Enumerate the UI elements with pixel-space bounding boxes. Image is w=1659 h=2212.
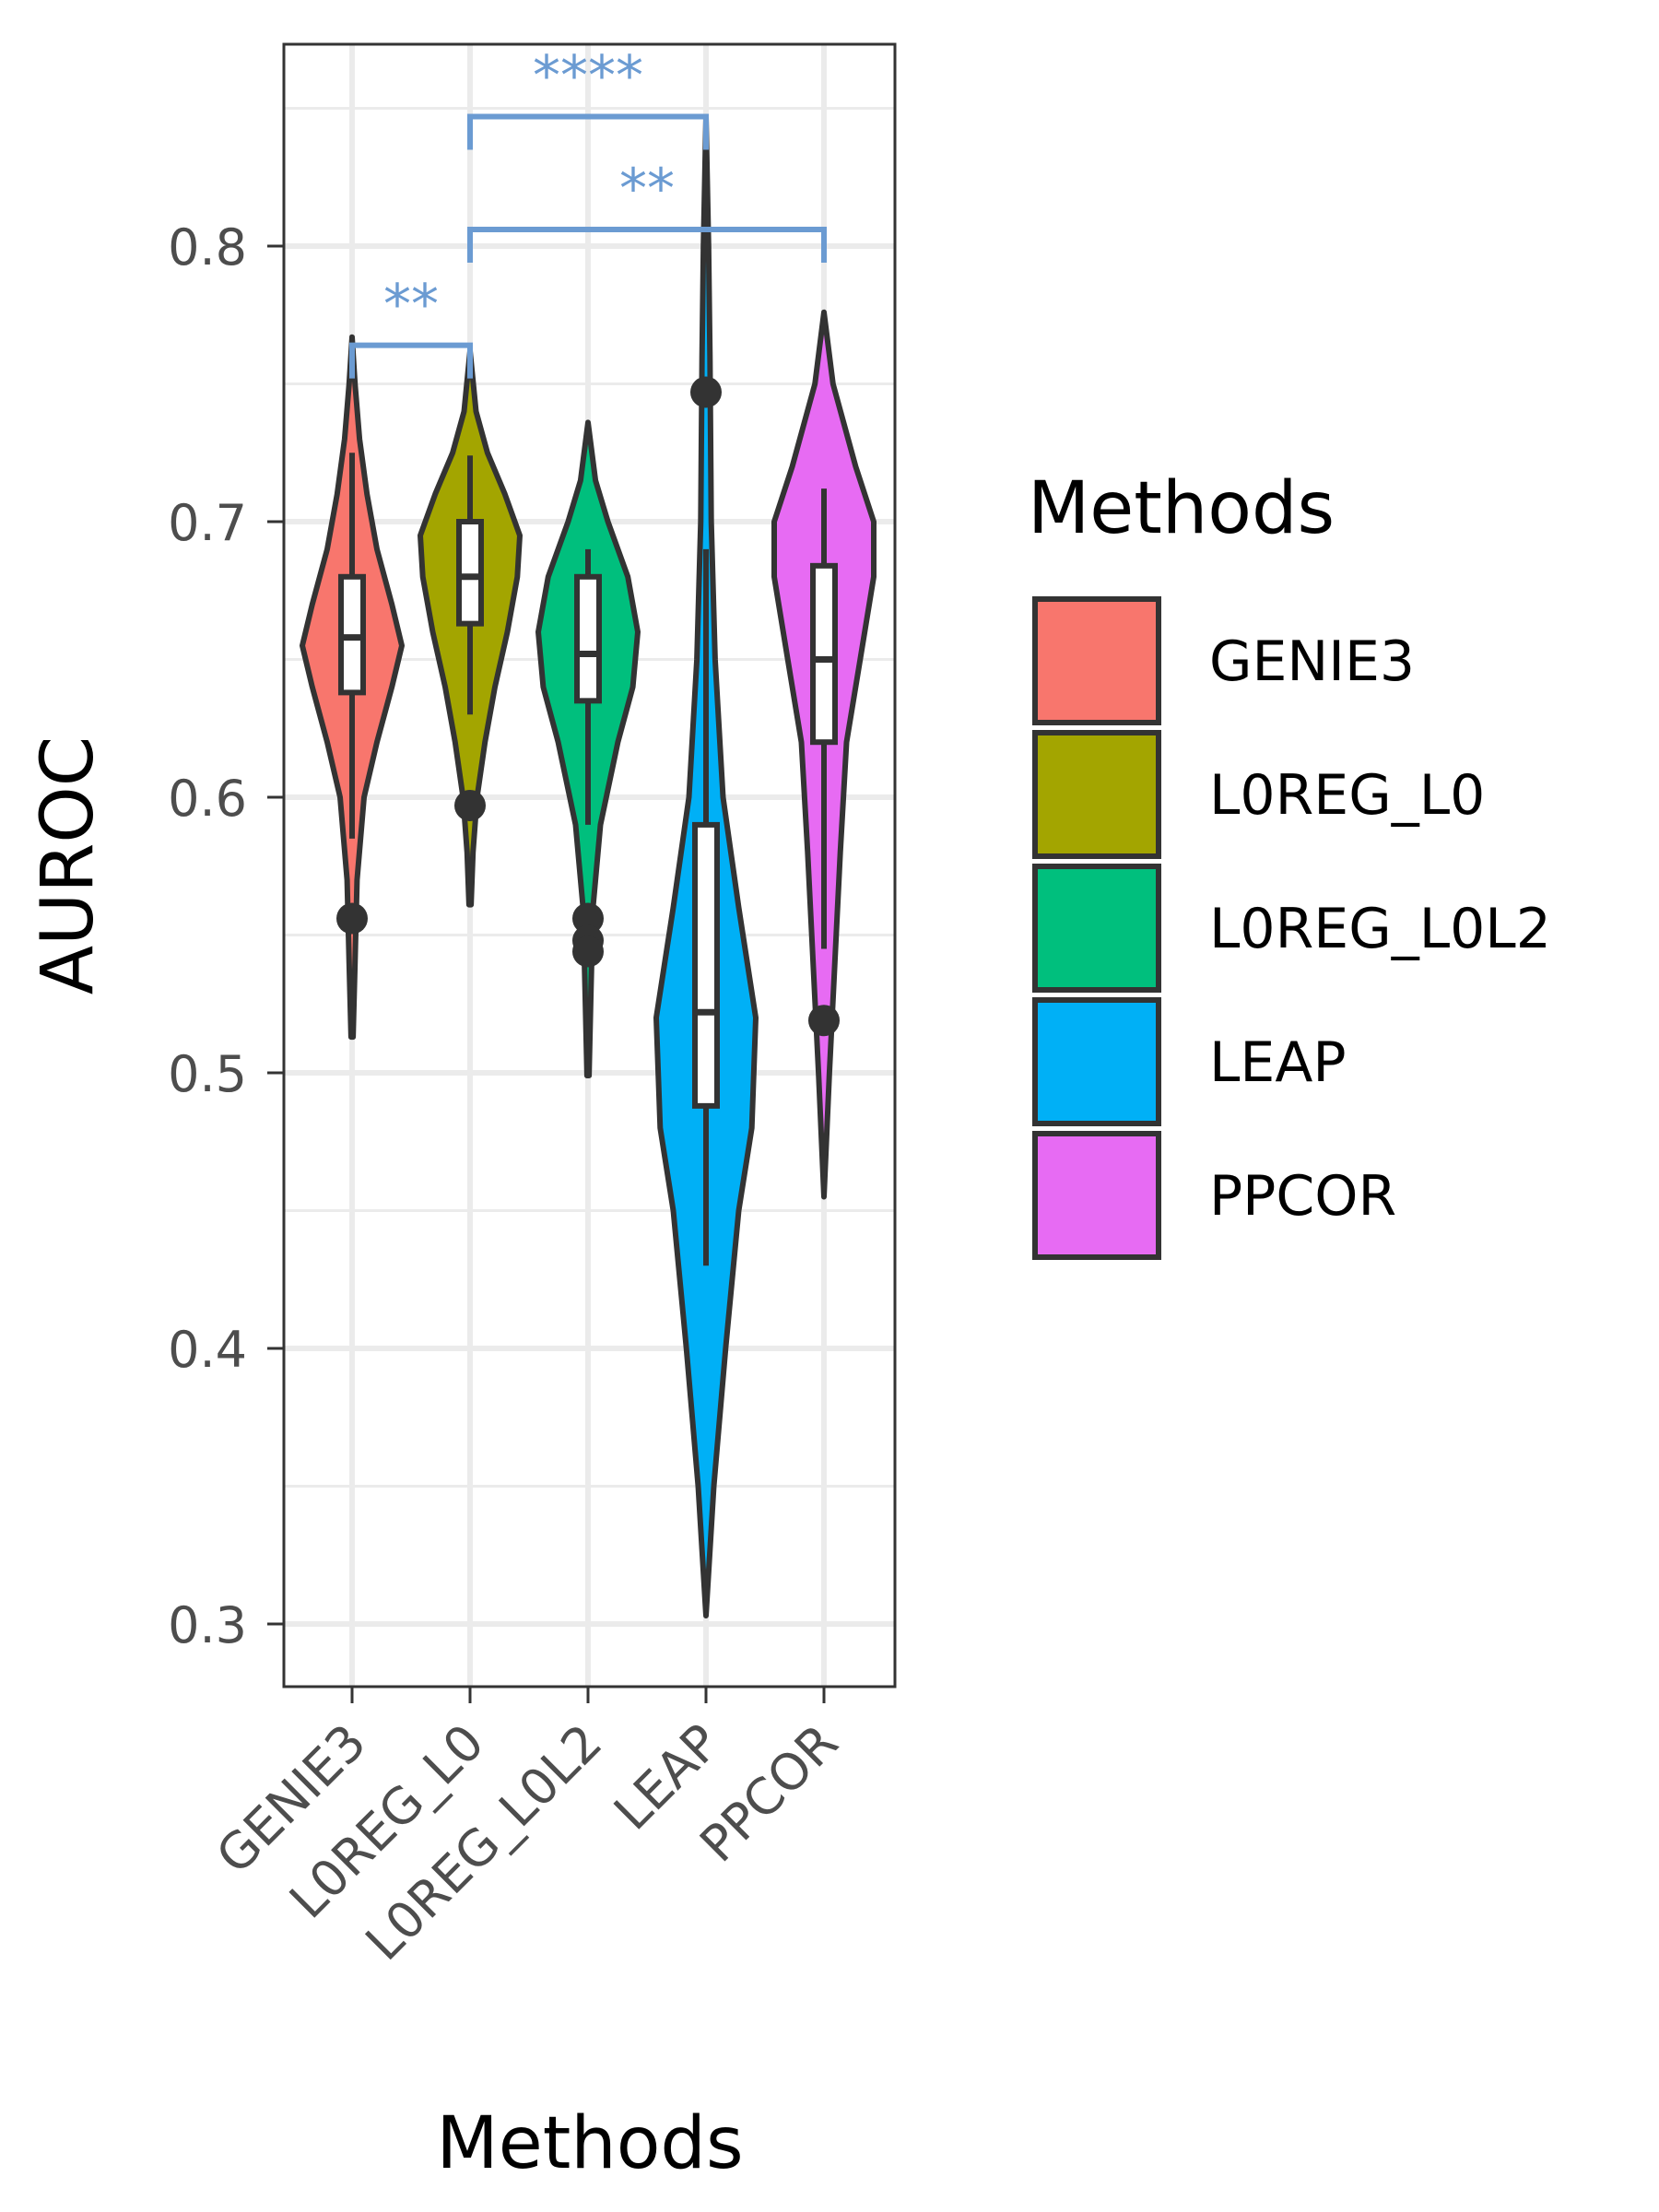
outlier-point: [454, 789, 486, 821]
box-iqr: [810, 562, 838, 746]
y-tick-label: 0.4: [168, 1321, 247, 1379]
violin-genie3: [300, 334, 405, 1041]
y-tick-label: 0.7: [168, 494, 247, 552]
legend-label: PPCOR: [1209, 1164, 1396, 1229]
outlier-point: [690, 376, 722, 408]
outlier-point: [808, 1005, 840, 1037]
legend-label: L0REG_L0L2: [1209, 897, 1551, 961]
legend-swatch: [1032, 1131, 1161, 1260]
legend-swatch: [1032, 864, 1161, 993]
bracket-line: [467, 113, 709, 150]
legend-label: LEAP: [1209, 1030, 1347, 1095]
legend-swatch: [1032, 730, 1161, 859]
legend-title: Methods: [1028, 467, 1335, 550]
legend-label: L0REG_L0: [1209, 763, 1485, 828]
box-iqr: [456, 519, 484, 627]
significance-bracket: ****: [467, 43, 709, 150]
box-iqr: [574, 573, 602, 704]
violin-ppcor: [771, 309, 877, 1200]
plot-panel: ********: [282, 42, 897, 1688]
x-axis-title: Methods: [436, 2102, 743, 2185]
legend: Methods GENIE3 L0REG_L0 L0REG_L0L2 LEAP PPCO…: [1028, 467, 1551, 1260]
bracket-line: [467, 227, 827, 264]
legend-item: L0REG_L0: [1032, 730, 1485, 859]
y-tick-label: 0.6: [168, 770, 247, 828]
y-tick-label: 0.8: [168, 218, 247, 276]
significance-label: **: [619, 157, 675, 221]
significance-label: ****: [533, 43, 643, 108]
box-iqr: [692, 821, 720, 1109]
legend-swatch: [1032, 997, 1161, 1126]
y-axis-title: AUROC: [27, 736, 110, 995]
significance-bracket: **: [467, 157, 827, 264]
outlier-point: [572, 935, 604, 968]
significance-bracket: **: [349, 273, 473, 379]
y-tick-label: 0.5: [168, 1045, 247, 1103]
violin-l0reg-l0l2: [535, 419, 641, 1078]
significance-brackets: ********: [349, 43, 827, 379]
y-tick-label: 0.3: [168, 1596, 247, 1654]
bracket-line: [349, 342, 473, 379]
legend-item: LEAP: [1032, 997, 1347, 1126]
significance-label: **: [383, 273, 439, 337]
legend-item: L0REG_L0L2: [1032, 864, 1551, 993]
violin-l0reg-l0: [418, 347, 523, 908]
legend-label: GENIE3: [1209, 629, 1415, 694]
outlier-point: [336, 902, 368, 935]
outlier-point: [572, 902, 604, 935]
violin-series: [300, 113, 877, 1618]
legend-item: GENIE3: [1032, 596, 1415, 725]
y-axis: 0.3 0.4 0.5 0.6 0.7 0.8: [168, 218, 284, 1654]
legend-item: PPCOR: [1032, 1131, 1396, 1260]
legend-swatch: [1032, 596, 1161, 725]
